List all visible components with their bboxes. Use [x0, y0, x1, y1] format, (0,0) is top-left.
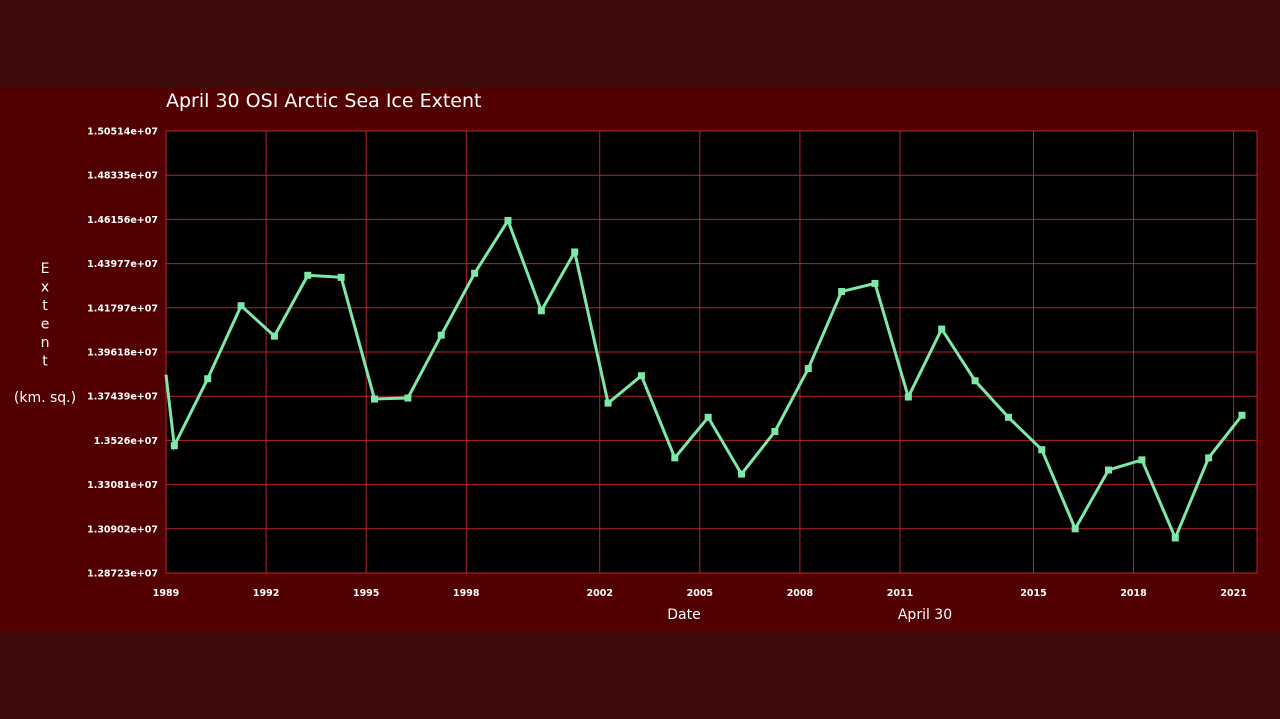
- data-point: [437, 331, 445, 339]
- x-tick-label: 2005: [687, 588, 713, 599]
- data-point: [471, 269, 479, 277]
- data-point: [571, 248, 579, 256]
- data-point: [1071, 525, 1079, 533]
- data-point: [1238, 411, 1246, 419]
- data-point: [604, 399, 612, 407]
- y-tick-label: 1.50514e+07: [87, 127, 158, 138]
- y-tick-label: 1.46156e+07: [87, 215, 158, 226]
- data-point: [838, 288, 846, 296]
- data-point: [871, 279, 879, 287]
- x-tick-label: 2018: [1120, 588, 1147, 599]
- chart-title: April 30 OSI Arctic Sea Ice Extent: [166, 90, 482, 112]
- y-axis-label: Extent: [41, 261, 50, 370]
- data-point: [270, 332, 278, 340]
- data-point: [671, 454, 679, 462]
- y-axis-label-char: e: [41, 317, 50, 333]
- x-tick-label: 2008: [787, 588, 814, 599]
- data-point: [971, 377, 979, 385]
- data-point: [904, 393, 912, 401]
- series-line: [164, 217, 1244, 542]
- y-axis-label-char: x: [41, 280, 49, 296]
- x-tick-label: 1995: [353, 588, 379, 599]
- x-tick-label: 1992: [253, 588, 279, 599]
- data-point: [804, 365, 812, 373]
- grid-lines: [165, 130, 1258, 574]
- data-point: [204, 375, 212, 383]
- y-axis-tick-labels: 1.28723e+07 1.30902e+07 1.33081e+07 1.3526e…: [87, 127, 158, 580]
- x-tick-label: 1989: [153, 588, 179, 599]
- data-point: [938, 325, 946, 333]
- data-point: [637, 372, 645, 380]
- y-tick-label: 1.48335e+07: [87, 171, 158, 182]
- data-point: [371, 395, 379, 403]
- data-point: [1171, 534, 1179, 542]
- y-tick-label: 1.30902e+07: [87, 524, 158, 535]
- y-axis-label-char: E: [41, 261, 50, 277]
- data-point: [704, 413, 712, 421]
- data-point: [237, 302, 245, 310]
- y-tick-label: 1.41797e+07: [87, 303, 158, 314]
- y-tick-label: 1.33081e+07: [87, 480, 158, 491]
- x-tick-label: 2011: [887, 588, 913, 599]
- chart: April 30 OSI Arctic Sea Ice Extent 1.287…: [14, 90, 1258, 623]
- data-point: [404, 394, 412, 402]
- plot-border: [165, 130, 1258, 574]
- x-axis-tick-labels: 1989 1992 1995 1998 2002 2005 2008 2011 2015 2018…: [153, 588, 1247, 599]
- data-point: [170, 442, 178, 450]
- data-point: [1205, 454, 1213, 462]
- data-point: [1038, 446, 1046, 454]
- y-axis-label-char: t: [42, 298, 48, 314]
- y-axis-label-char: n: [41, 335, 50, 351]
- y-tick-label: 1.37439e+07: [87, 392, 158, 403]
- x-axis-label: Date: [667, 607, 700, 623]
- y-tick-label: 1.3526e+07: [94, 436, 158, 447]
- data-point: [1105, 466, 1113, 474]
- x-tick-label: 2002: [587, 588, 613, 599]
- y-tick-label: 1.28723e+07: [87, 569, 158, 580]
- y-axis-unit-label: (km. sq.): [14, 390, 76, 406]
- data-point: [304, 271, 312, 279]
- data-point: [337, 273, 345, 281]
- data-point: [771, 427, 779, 435]
- data-point: [537, 307, 545, 315]
- x-tick-label: 2021: [1220, 588, 1246, 599]
- data-point: [738, 470, 746, 478]
- x-axis-secondary-label: April 30: [898, 607, 952, 623]
- y-axis-label-char: t: [42, 354, 48, 370]
- y-tick-label: 1.43977e+07: [87, 259, 158, 270]
- x-tick-label: 2015: [1020, 588, 1046, 599]
- data-point: [1004, 413, 1012, 421]
- x-tick-label: 1998: [453, 588, 480, 599]
- y-tick-label: 1.39618e+07: [87, 348, 158, 359]
- data-point-markers: [170, 217, 1246, 542]
- chart-panel: April 30 OSI Arctic Sea Ice Extent 1.287…: [0, 88, 1280, 631]
- data-point: [504, 217, 512, 225]
- data-point: [1138, 456, 1146, 464]
